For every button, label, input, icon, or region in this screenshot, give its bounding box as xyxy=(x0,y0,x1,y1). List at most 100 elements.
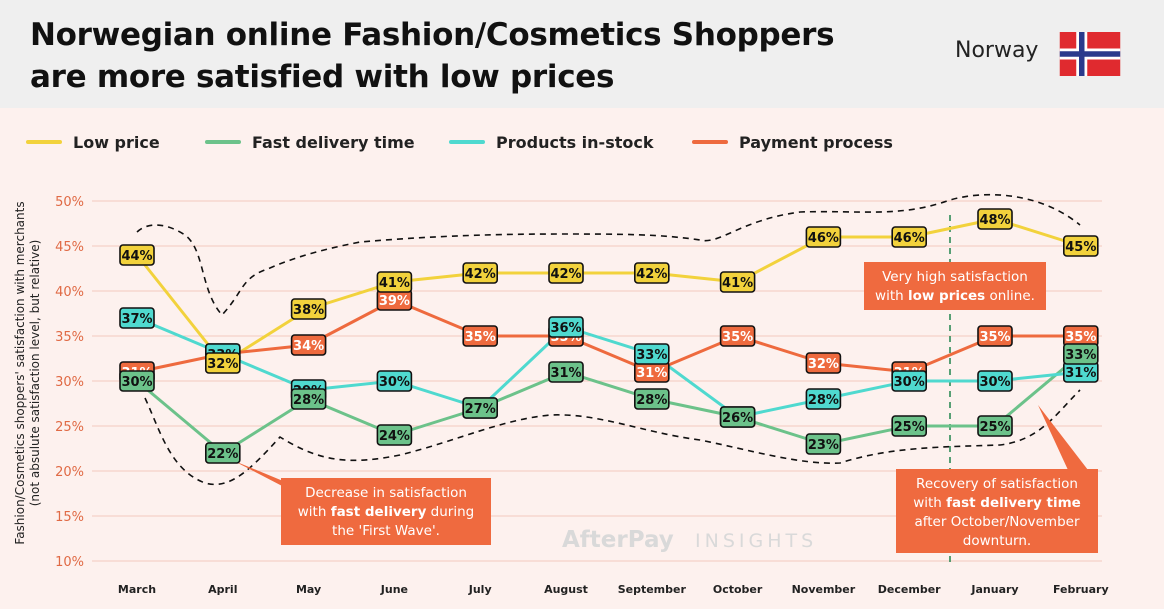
lower-envelope-line xyxy=(144,389,1081,486)
y-tick-label: 45% xyxy=(55,240,84,255)
data-label: 30% xyxy=(121,375,152,390)
data-label-box xyxy=(462,262,499,284)
data-label: 24% xyxy=(379,429,410,444)
series-line xyxy=(136,316,1081,419)
data-label: 38% xyxy=(293,303,324,318)
page-title: Norwegian online Fashion/Cosmetics Shopp… xyxy=(30,14,835,98)
data-label: 46% xyxy=(894,231,925,246)
header: Norwegian online Fashion/Cosmetics Shopp… xyxy=(0,0,1164,108)
callout-first-wave: Decrease in satisfaction with fast deliv… xyxy=(281,478,491,545)
country-label: Norway xyxy=(955,38,1039,63)
data-label-box xyxy=(376,424,413,446)
data-label-box xyxy=(376,271,413,293)
data-label: 28% xyxy=(293,393,324,408)
watermark: AfterPay INSIGHTS xyxy=(562,527,817,553)
watermark-brand: AfterPay xyxy=(562,527,674,553)
data-label: 32% xyxy=(808,357,839,372)
data-label-box xyxy=(462,325,499,347)
data-label: 31% xyxy=(636,366,667,381)
data-label-box xyxy=(633,262,670,284)
y-tick-label: 50% xyxy=(55,195,84,210)
data-label: 25% xyxy=(894,420,925,435)
data-label-box xyxy=(548,262,584,284)
data-label-box xyxy=(119,307,155,329)
data-label: 28% xyxy=(636,393,667,408)
x-tick-label: January xyxy=(970,583,1018,596)
data-label: 34% xyxy=(293,339,324,354)
title-line-2: are more satisfied with low prices xyxy=(30,59,615,95)
data-label: 41% xyxy=(379,276,410,291)
y-axis-title: Fashion/Cosmetics shoppers' satisfaction… xyxy=(13,201,42,544)
data-label-box xyxy=(633,343,670,365)
data-label: 36% xyxy=(550,321,581,336)
x-tick-label: November xyxy=(792,583,856,596)
x-tick-label: July xyxy=(468,583,492,596)
data-label-box xyxy=(633,388,670,410)
data-label-box xyxy=(891,370,928,392)
data-label-box xyxy=(719,271,756,293)
callout-recovery: Recovery of satisfaction with fast deliv… xyxy=(896,469,1098,553)
data-label: 32% xyxy=(207,357,238,372)
series-line xyxy=(136,352,1082,455)
data-label-box xyxy=(290,388,327,410)
x-tick-label: June xyxy=(380,583,408,596)
legend-label: Fast delivery time xyxy=(252,133,415,152)
callout-low-prices: Very high satisfaction with low prices o… xyxy=(864,262,1046,310)
data-label-box xyxy=(376,370,413,392)
y-axis-title-line-2: (not absulute satisfaction level, but re… xyxy=(28,240,42,507)
data-label: 44% xyxy=(121,249,152,264)
data-label: 48% xyxy=(979,213,1010,228)
data-label: 26% xyxy=(722,411,753,426)
data-label-box xyxy=(805,388,842,410)
range-envelope xyxy=(136,193,1081,486)
y-axis-title-line-1: Fashion/Cosmetics shoppers' satisfaction… xyxy=(13,201,27,544)
watermark-suffix: INSIGHTS xyxy=(695,530,817,552)
data-label: 30% xyxy=(979,375,1010,390)
data-label: 35% xyxy=(465,330,496,345)
data-label-box xyxy=(205,352,241,374)
data-label-box xyxy=(891,415,928,437)
recovery-pointer xyxy=(1038,405,1088,470)
data-label: 39% xyxy=(379,294,410,309)
legend-label: Payment process xyxy=(739,133,893,152)
data-label-box xyxy=(977,325,1013,347)
data-label-box xyxy=(1063,235,1099,257)
data-label-box xyxy=(462,397,499,419)
data-label: 35% xyxy=(1065,330,1096,345)
title-line-1: Norwegian online Fashion/Cosmetics Shopp… xyxy=(30,17,835,53)
y-tick-label: 25% xyxy=(55,420,84,435)
data-label: 28% xyxy=(808,393,839,408)
y-tick-label: 15% xyxy=(55,510,84,525)
data-label-box xyxy=(977,370,1013,392)
data-label: 46% xyxy=(808,231,839,246)
data-label-box xyxy=(1063,343,1099,365)
legend-label: Low price xyxy=(73,133,160,152)
data-label: 35% xyxy=(722,330,753,345)
data-label: 31% xyxy=(550,366,581,381)
legend-label: Products in-stock xyxy=(496,133,654,152)
data-label-box xyxy=(805,352,842,374)
data-label-box xyxy=(290,334,327,356)
data-label: 42% xyxy=(636,267,667,282)
norway-flag-icon xyxy=(1059,32,1121,76)
data-label: 25% xyxy=(979,420,1010,435)
data-label-box xyxy=(977,415,1013,437)
data-label: 30% xyxy=(379,375,410,390)
x-tick-labels: March April May June July August September Octo… xyxy=(118,583,1109,596)
y-tick-label: 40% xyxy=(55,285,84,300)
data-label: 27% xyxy=(465,402,496,417)
x-tick-label: May xyxy=(296,583,321,596)
data-label-box xyxy=(548,316,584,338)
x-tick-label: March xyxy=(118,583,156,596)
data-label-box xyxy=(891,226,928,248)
y-tick-labels: 10% 15% 20% 25% 30% 35% 40% 45% 50% xyxy=(55,195,84,570)
y-tick-label: 20% xyxy=(55,465,84,480)
legend: Low price Fast delivery time Products in-s… xyxy=(26,133,893,152)
data-labels: 31%33%34%39%35%35%31%35%32%31%35%35%37%3… xyxy=(119,208,1099,464)
data-label: 45% xyxy=(1065,240,1096,255)
data-label: 30% xyxy=(894,375,925,390)
y-tick-label: 35% xyxy=(55,330,84,345)
data-label-box xyxy=(719,325,756,347)
data-label: 31% xyxy=(1065,366,1096,381)
